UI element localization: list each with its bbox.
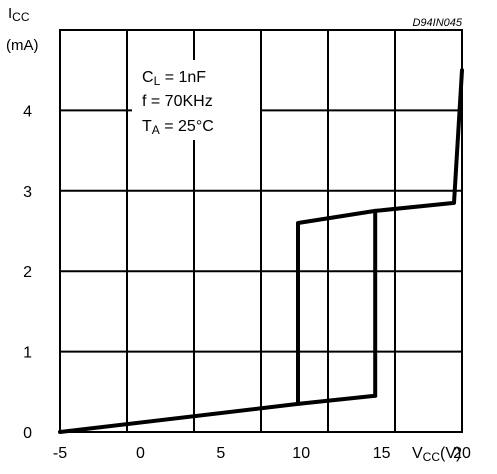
y-axis-title-main: I xyxy=(8,5,12,22)
curves xyxy=(58,68,464,434)
y-tick-labels: 0 1 2 3 4 xyxy=(23,103,32,442)
y-axis-title-sub: CC xyxy=(12,10,30,24)
x-tick-label: 5 xyxy=(216,445,225,462)
x-tick-label: 15 xyxy=(373,445,391,462)
grid xyxy=(60,30,462,432)
y-tick-label: 1 xyxy=(23,345,32,362)
x-tick-label: 10 xyxy=(292,445,310,462)
x-tick-label: 20 xyxy=(453,445,471,462)
y-axis-title: ICC (mA) xyxy=(6,5,39,54)
x-axis-title-sub: CC xyxy=(423,450,441,464)
x-tick-label: 0 xyxy=(136,445,145,462)
curve-segment-2 xyxy=(296,68,464,406)
x-axis-title-unit: (V) xyxy=(440,445,461,462)
x-tick-label: -5 xyxy=(53,445,67,462)
svg-text:VCC(V): VCC(V) xyxy=(412,445,461,464)
figure-id: D94IN045 xyxy=(412,17,462,29)
conditions-box: CL = 1nF f = 70KHz TA = 25°C xyxy=(132,60,260,140)
svg-text:ICC: ICC xyxy=(8,5,30,24)
condition-load-capacitance: CL = 1nF xyxy=(142,69,206,88)
x-tick-labels: -5 0 5 10 15 20 xyxy=(53,445,471,462)
condition-temperature: TA = 25°C xyxy=(142,118,214,137)
x-axis-title: VCC(V) xyxy=(412,445,461,464)
condition-frequency: f = 70KHz xyxy=(142,93,213,110)
y-tick-label: 2 xyxy=(23,264,32,281)
y-tick-label: 4 xyxy=(23,103,32,120)
y-axis-title-unit: (mA) xyxy=(6,37,39,54)
plot-frame xyxy=(59,29,463,433)
x-axis-title-main: V xyxy=(412,445,423,462)
conditions-box-bg xyxy=(132,60,260,140)
y-tick-label: 0 xyxy=(23,425,32,442)
y-tick-label: 3 xyxy=(23,184,32,201)
